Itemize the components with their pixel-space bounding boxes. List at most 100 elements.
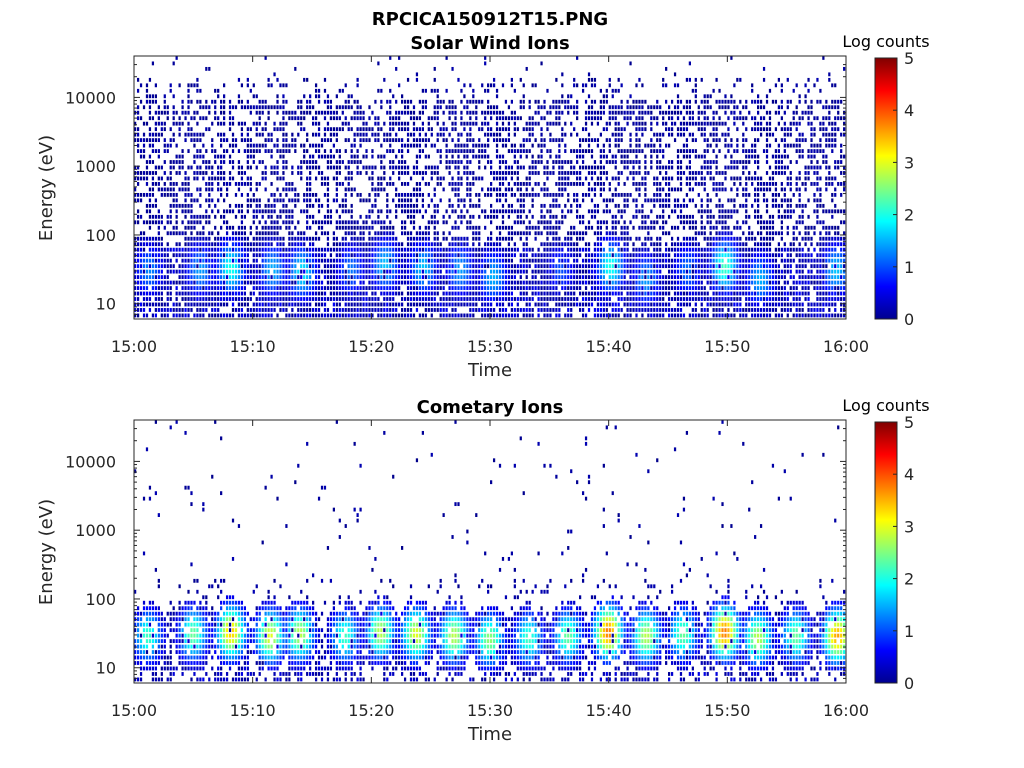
heatmap-cell [154, 121, 157, 126]
heatmap-cell [430, 143, 433, 148]
heatmap-cell [329, 105, 333, 110]
heatmap-cell [187, 247, 190, 252]
heatmap-cell [611, 154, 614, 159]
heatmap-cell [501, 225, 505, 230]
heatmap-cell [252, 258, 255, 263]
heatmap-cell [501, 182, 505, 186]
heatmap-cell [312, 313, 315, 318]
heatmap-cell [220, 171, 223, 175]
heatmap-cell [487, 275, 490, 280]
heatmap-cell [214, 275, 217, 280]
heatmap-cell [237, 171, 241, 175]
heatmap-cell [555, 192, 558, 197]
heatmap-cell [211, 275, 214, 280]
heatmap-cell [454, 182, 457, 186]
heatmap-cell [211, 231, 214, 236]
heatmap-cell [531, 203, 534, 208]
heatmap-cell [451, 225, 454, 230]
heatmap-cell [169, 165, 172, 170]
heatmap-cell [546, 220, 549, 225]
heatmap-cell [386, 286, 389, 290]
heatmap-cell [492, 313, 496, 318]
heatmap-cell [225, 220, 229, 225]
heatmap-cell [504, 247, 508, 252]
heatmap-cell [154, 280, 157, 285]
heatmap-cell [383, 176, 386, 181]
heatmap-cell [513, 192, 516, 197]
heatmap-cell [433, 297, 436, 301]
heatmap-cell [579, 165, 582, 170]
heatmap-cell [374, 116, 377, 121]
heatmap-cell [154, 264, 157, 269]
heatmap-cell [282, 203, 285, 208]
heatmap-cell [139, 286, 143, 290]
heatmap-cell [457, 269, 460, 274]
heatmap-cell [635, 121, 638, 126]
heatmap-cell [469, 121, 472, 126]
heatmap-cell [258, 297, 261, 301]
heatmap-cell [285, 99, 288, 104]
heatmap-cell [492, 242, 496, 247]
heatmap-cell [567, 297, 570, 301]
heatmap-cell [392, 297, 395, 301]
heatmap-cell [626, 291, 629, 296]
heatmap-cell [605, 291, 608, 296]
heatmap-cell [193, 264, 196, 269]
heatmap-cell [249, 165, 252, 170]
heatmap-cell [187, 280, 190, 285]
heatmap-cell [234, 214, 238, 219]
heatmap-cell [457, 165, 460, 170]
heatmap-cell [552, 269, 555, 274]
heatmap-cell [291, 171, 294, 175]
heatmap-cell [205, 116, 208, 121]
heatmap-cell [294, 313, 297, 318]
heatmap-cell [587, 302, 591, 307]
heatmap-cell [344, 308, 347, 312]
heatmap-cell [217, 88, 220, 93]
heatmap-cell [626, 160, 629, 164]
heatmap-cell [653, 291, 656, 296]
heatmap-cell [543, 225, 546, 230]
heatmap-cell [365, 154, 368, 159]
heatmap-cell [374, 275, 377, 280]
heatmap-cell [267, 214, 270, 219]
heatmap-cell [368, 116, 371, 121]
heatmap-cell [187, 258, 190, 263]
heatmap-cell [225, 231, 229, 236]
heatmap-cell [134, 242, 137, 247]
heatmap-cell [445, 154, 448, 159]
heatmap-cell [555, 116, 558, 121]
heatmap-cell [495, 258, 499, 263]
heatmap-cell [335, 160, 338, 164]
heatmap-cell [623, 110, 626, 115]
heatmap-cell [300, 236, 303, 241]
heatmap-cell [386, 209, 389, 214]
heatmap-cell [157, 116, 160, 121]
heatmap-cell [427, 247, 430, 252]
heatmap-cell [326, 121, 330, 126]
heatmap-cell [359, 132, 362, 137]
heatmap-cell [320, 176, 324, 181]
heatmap-cell [151, 286, 155, 290]
heatmap-cell [398, 110, 401, 115]
heatmap-cell [608, 121, 611, 126]
heatmap-cell [341, 291, 344, 296]
heatmap-cell [249, 182, 252, 186]
heatmap-cell [332, 286, 335, 290]
heatmap-cell [234, 192, 238, 197]
heatmap-cell [460, 160, 463, 164]
heatmap-cell [525, 236, 528, 241]
heatmap-cell [326, 242, 330, 247]
heatmap-cell [579, 291, 582, 296]
heatmap-cell [347, 94, 350, 99]
heatmap-cell [335, 225, 338, 230]
heatmap-cell [184, 192, 187, 197]
heatmap-cell [341, 160, 344, 164]
heatmap-cell [187, 110, 190, 115]
heatmap-cell [223, 236, 226, 241]
heatmap-cell [288, 258, 291, 263]
heatmap-cell [288, 247, 291, 252]
heatmap-cell [154, 198, 157, 203]
heatmap-cell [246, 83, 249, 88]
heatmap-cell [602, 165, 605, 170]
